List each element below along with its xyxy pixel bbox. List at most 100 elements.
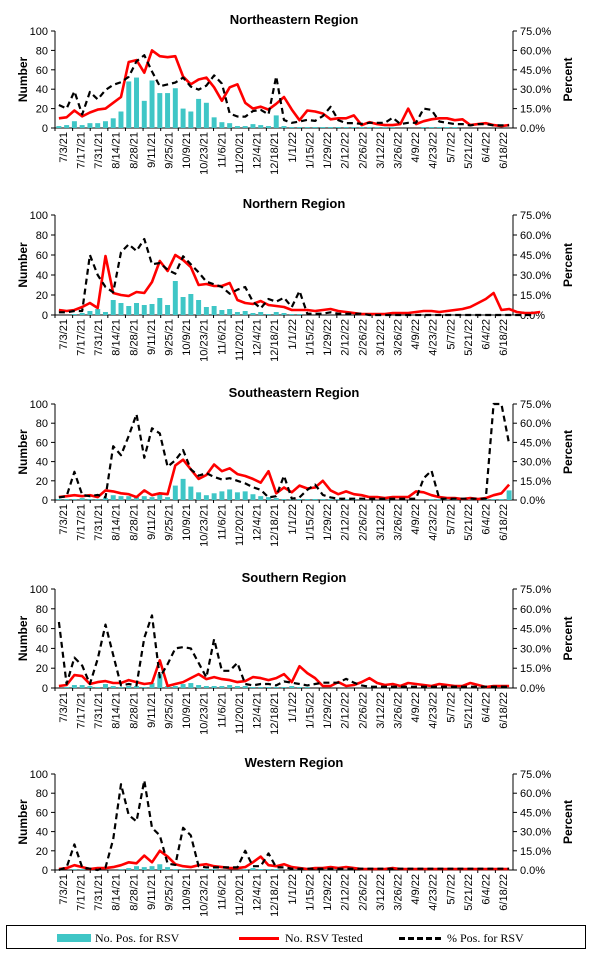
x-tick-label: 7/17/21 [75, 504, 87, 541]
y2-tick-label: 45.0% [520, 437, 551, 449]
bar [165, 867, 171, 870]
x-tick-label: 12/4/21 [252, 132, 264, 169]
chart-panel: Northern Region0204060801000.0%15.0%30.0… [16, 196, 575, 362]
y-tick-label: 60 [36, 807, 48, 819]
x-tick-label: 2/12/22 [340, 874, 352, 911]
y-tick-label: 60 [36, 250, 48, 262]
x-tick-label: 7/17/21 [75, 132, 87, 169]
x-tick-label: 8/28/21 [128, 874, 140, 911]
x-tick-label: 4/23/22 [428, 874, 440, 911]
x-tick-label: 10/23/21 [199, 504, 211, 547]
x-tick-label: 7/31/21 [93, 504, 105, 541]
x-tick-label: 1/1/22 [287, 692, 299, 723]
y2-tick-label: 30.0% [520, 457, 551, 469]
x-tick-label: 11/20/21 [234, 504, 246, 546]
x-tick-label: 3/12/22 [375, 132, 387, 169]
bar [180, 684, 186, 688]
bar [95, 123, 101, 128]
bar [506, 490, 512, 500]
y-tick-label: 20 [36, 846, 48, 858]
x-tick-label: 12/18/21 [269, 504, 281, 547]
x-tick-label: 4/23/22 [428, 504, 440, 541]
y2-tick-label: 75.0% [520, 210, 551, 222]
bar [64, 125, 70, 128]
bar [157, 674, 163, 688]
y2-tick-label: 30.0% [520, 84, 551, 96]
bar [79, 685, 85, 688]
x-tick-label: 7/31/21 [93, 874, 105, 911]
x-tick-label: 6/4/22 [481, 319, 493, 350]
series-line-tested [58, 49, 510, 128]
bar [281, 126, 287, 128]
x-tick-label: 5/21/22 [463, 319, 475, 356]
bar [172, 281, 178, 315]
y2-tick-label: 15.0% [520, 290, 551, 302]
y-tick-label: 80 [36, 230, 48, 242]
bar [188, 486, 194, 500]
y-axis-label: Number [16, 799, 30, 845]
x-tick-label: 5/21/22 [463, 874, 475, 911]
x-tick-label: 5/21/22 [463, 132, 475, 169]
bar [265, 869, 271, 870]
x-tick-label: 11/6/21 [216, 504, 228, 540]
series-line-percent-positive [58, 779, 510, 872]
bar [250, 494, 256, 500]
chart-title: Northern Region [243, 196, 346, 211]
bar [157, 93, 163, 128]
bar [211, 117, 217, 128]
bar [110, 300, 116, 315]
bar [312, 127, 318, 128]
bar [141, 100, 147, 128]
x-tick-label: 10/9/21 [181, 874, 193, 911]
bar [491, 499, 497, 500]
y-tick-label: 80 [36, 418, 48, 430]
bar [102, 312, 108, 315]
bar [149, 683, 155, 688]
bar [71, 685, 77, 688]
x-tick-label: 7/3/21 [58, 132, 70, 163]
legend-label-tested: No. RSV Tested [285, 930, 363, 945]
bar [165, 93, 171, 128]
x-tick-label: 1/1/22 [287, 504, 299, 535]
y-tick-label: 100 [30, 26, 48, 38]
x-tick-label: 4/23/22 [428, 132, 440, 169]
bar [250, 313, 256, 315]
bar [134, 303, 139, 315]
x-tick-label: 5/21/22 [463, 504, 475, 541]
bar [297, 499, 303, 500]
y-tick-label: 20 [36, 290, 48, 302]
y-tick-label: 40 [36, 643, 48, 655]
bar [64, 499, 70, 500]
x-tick-label: 6/18/22 [498, 692, 510, 729]
y2-tick-label: 30.0% [520, 827, 551, 839]
bar [134, 497, 139, 500]
bar [429, 127, 434, 128]
x-tick-label: 9/25/21 [164, 132, 176, 169]
bar [242, 126, 248, 128]
bar [118, 869, 124, 870]
y2-tick-label: 75.0% [520, 769, 551, 781]
bar [134, 866, 139, 870]
bar [165, 305, 171, 315]
bar [227, 685, 233, 688]
y2-tick-label: 45.0% [520, 250, 551, 262]
bar [258, 125, 264, 128]
bar [149, 304, 155, 315]
x-tick-label: 4/9/22 [410, 692, 422, 723]
bar [234, 686, 240, 688]
bar [273, 687, 279, 688]
bar [265, 126, 271, 128]
bar [289, 314, 295, 315]
bar [172, 869, 178, 870]
bar [188, 683, 194, 688]
bar [126, 81, 132, 128]
x-tick-label: 7/17/21 [75, 319, 87, 356]
bar [320, 127, 326, 128]
bar [149, 866, 155, 870]
x-tick-label: 8/14/21 [111, 132, 123, 169]
y2-axis-label: Percent [561, 243, 575, 287]
x-tick-label: 2/12/22 [340, 132, 352, 169]
chart-title: Southeastern Region [229, 385, 360, 400]
y-tick-label: 100 [30, 584, 48, 596]
bar [165, 497, 171, 500]
